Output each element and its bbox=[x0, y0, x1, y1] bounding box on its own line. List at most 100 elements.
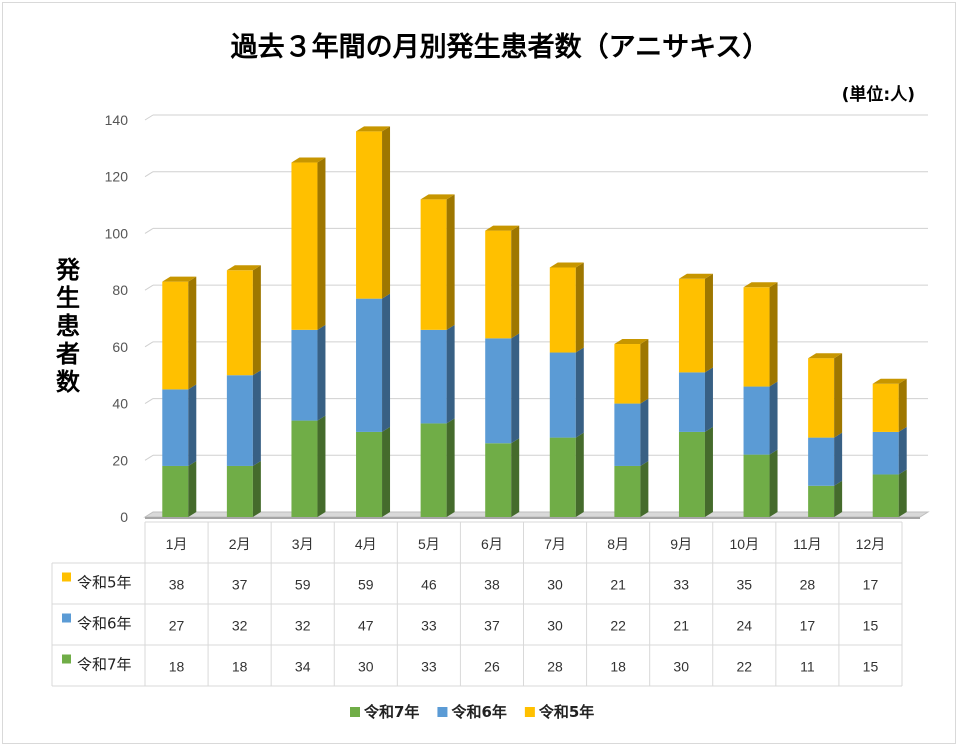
bar-side bbox=[769, 449, 778, 517]
data-label: 30 bbox=[358, 659, 374, 675]
table-row-label: 令和7年 bbox=[77, 656, 132, 674]
data-label: 18 bbox=[169, 659, 185, 675]
bar-side bbox=[446, 194, 455, 330]
data-label: 59 bbox=[295, 577, 311, 593]
bar-side bbox=[188, 276, 197, 390]
table-legend-key bbox=[62, 613, 71, 623]
bar-top bbox=[678, 273, 713, 279]
legend-entry: 令和7年 bbox=[364, 703, 419, 721]
data-label: 32 bbox=[295, 618, 311, 634]
bar-segment bbox=[291, 162, 318, 330]
data-label: 34 bbox=[295, 659, 311, 675]
bar-side bbox=[188, 460, 197, 517]
data-label: 30 bbox=[547, 618, 563, 634]
bar-side bbox=[317, 157, 326, 330]
data-label: 15 bbox=[863, 659, 879, 675]
data-label: 17 bbox=[800, 618, 816, 634]
data-label: 32 bbox=[232, 618, 248, 634]
y-tick-label: 60 bbox=[112, 339, 128, 355]
bar-side bbox=[252, 370, 261, 466]
bar-segment bbox=[420, 199, 447, 330]
x-tick-label: 4月 bbox=[355, 536, 377, 552]
legend-swatch bbox=[524, 707, 535, 717]
bar-segment bbox=[872, 474, 899, 517]
data-label: 37 bbox=[484, 618, 500, 634]
y-tick-label: 20 bbox=[112, 452, 128, 468]
data-label: 18 bbox=[232, 659, 248, 675]
bar-segment bbox=[808, 358, 835, 438]
bar-segment bbox=[226, 270, 253, 376]
bar-segment bbox=[808, 437, 835, 486]
table-legend-key bbox=[62, 654, 71, 664]
y-axis-label-char: 者 bbox=[56, 340, 80, 368]
bar-segment bbox=[485, 230, 512, 339]
bar-side bbox=[446, 324, 455, 424]
bar-segment bbox=[743, 454, 770, 517]
bar-side bbox=[640, 339, 649, 404]
bar-top bbox=[420, 194, 455, 200]
legend-swatch bbox=[437, 707, 448, 717]
y-axis-label-char: 生 bbox=[56, 284, 80, 312]
bar-segment bbox=[356, 131, 383, 299]
bar-segment bbox=[485, 443, 512, 517]
x-tick-label: 8月 bbox=[607, 536, 629, 552]
y-tick-label: 80 bbox=[112, 282, 128, 298]
data-label: 22 bbox=[737, 659, 753, 675]
bar-side bbox=[769, 381, 778, 455]
data-label: 59 bbox=[358, 577, 374, 593]
data-label: 47 bbox=[358, 618, 374, 634]
bar-side bbox=[834, 353, 843, 438]
bar-segment bbox=[872, 383, 899, 432]
bar-segment bbox=[549, 352, 576, 438]
bar-side bbox=[382, 426, 391, 517]
bar-segment bbox=[743, 386, 770, 455]
chart-title: 過去３年間の月別発生患者数（アニサキス） bbox=[231, 31, 770, 63]
data-label: 37 bbox=[232, 577, 248, 593]
data-label: 21 bbox=[673, 618, 689, 634]
y-axis-label-char: 発 bbox=[55, 256, 81, 284]
gridline-side bbox=[144, 171, 154, 178]
data-label: 28 bbox=[547, 659, 563, 675]
bar-side bbox=[317, 324, 326, 421]
x-tick-label: 7月 bbox=[544, 536, 566, 552]
y-tick-label: 120 bbox=[105, 169, 129, 185]
bar-side bbox=[704, 273, 713, 373]
bar-side bbox=[382, 293, 391, 432]
bar-side bbox=[511, 438, 520, 517]
y-tick-label: 0 bbox=[120, 509, 128, 525]
x-tick-label: 1月 bbox=[166, 536, 188, 552]
bar-side bbox=[252, 460, 261, 517]
bar-segment bbox=[485, 338, 512, 444]
bar-segment bbox=[420, 329, 447, 424]
bar-side bbox=[898, 378, 907, 432]
bar-segment bbox=[743, 287, 770, 387]
data-label: 11 bbox=[800, 659, 815, 675]
bar-segment bbox=[678, 278, 705, 373]
bar-side bbox=[317, 415, 326, 517]
data-label: 30 bbox=[673, 659, 689, 675]
table-row-label: 令和6年 bbox=[77, 615, 132, 633]
bar-side bbox=[834, 432, 843, 486]
bar-segment bbox=[356, 298, 383, 432]
y-axis-label-char: 数 bbox=[56, 368, 81, 396]
bar-side bbox=[446, 418, 455, 517]
x-tick-label: 10月 bbox=[730, 536, 760, 552]
bar-side bbox=[252, 265, 261, 376]
bar-side bbox=[898, 426, 907, 475]
bar-side bbox=[769, 282, 778, 387]
bar-segment bbox=[808, 485, 835, 517]
x-tick-label: 3月 bbox=[292, 536, 314, 552]
legend-entry: 令和5年 bbox=[539, 703, 594, 721]
bar-segment bbox=[549, 437, 576, 517]
bar-segment bbox=[226, 375, 253, 466]
data-label: 22 bbox=[610, 618, 626, 634]
data-label: 15 bbox=[863, 618, 879, 634]
bar-segment bbox=[226, 465, 253, 517]
bar-top bbox=[743, 282, 778, 288]
bar-segment bbox=[614, 344, 641, 404]
bar-top bbox=[356, 126, 391, 132]
bar-segment bbox=[291, 420, 318, 517]
bar-top bbox=[226, 265, 261, 271]
bar-segment bbox=[678, 372, 705, 432]
